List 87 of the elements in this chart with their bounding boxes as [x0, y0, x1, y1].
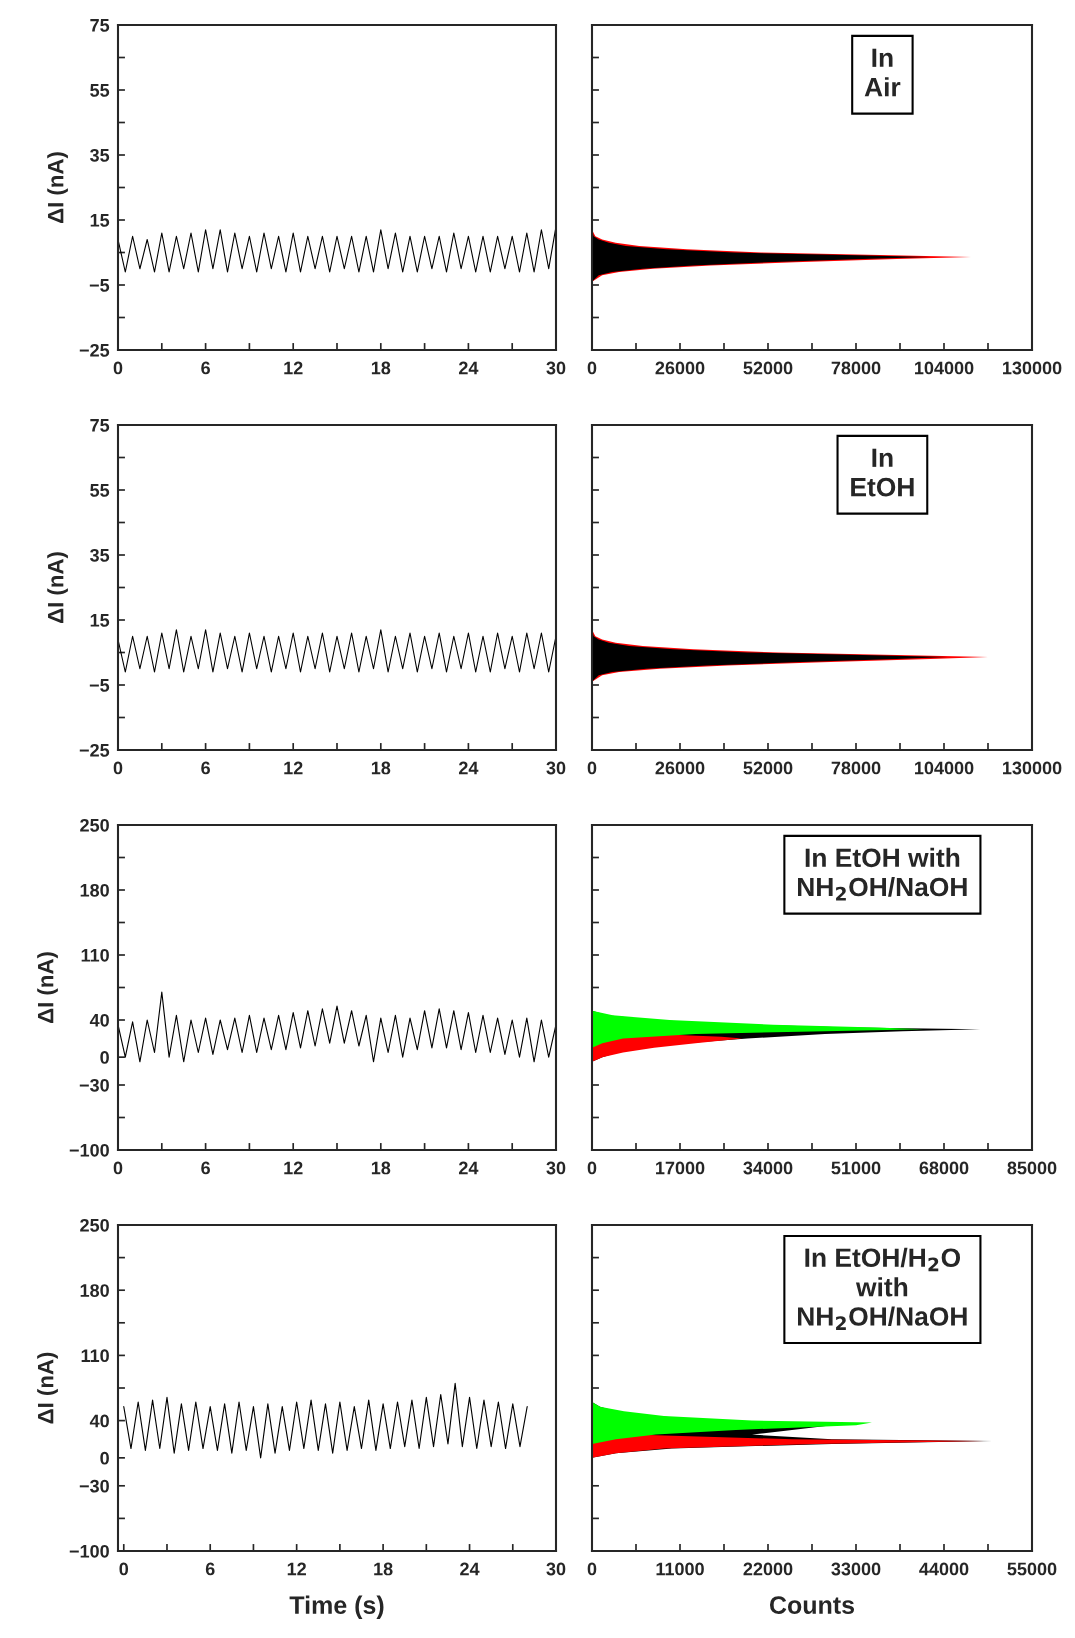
x-tick-label: 44000 — [919, 1562, 969, 1576]
x-tick-label: 0 — [587, 1562, 597, 1576]
annotation: In Air — [864, 48, 901, 97]
x-tick-label: 55000 — [1007, 1562, 1057, 1576]
x-tick-label: 17000 — [656, 1161, 705, 1175]
y-axis-title: ΔI (nA) — [47, 152, 68, 223]
x-tick-label: 11000 — [656, 1562, 704, 1576]
x-tick-label: 24 — [458, 361, 479, 375]
y-tick-label: 250 — [80, 818, 109, 832]
x-tick-label: 22000 — [743, 1562, 793, 1576]
y-tick-label: 180 — [80, 1284, 109, 1297]
x-tick-label: 12 — [284, 1161, 303, 1175]
y-axis-title: ΔI (nA) — [37, 952, 58, 1023]
y-tick-label: −25 — [79, 743, 110, 757]
x-tick-label: 6 — [205, 1562, 215, 1576]
y-tick-label: −100 — [69, 1544, 109, 1558]
x-tick-label: 0 — [119, 1562, 129, 1576]
x-tick-label: 6 — [201, 361, 210, 375]
y-tick-label: 55 — [90, 84, 110, 97]
x-tick-label: 30 — [546, 761, 566, 775]
y-tick-label: 15 — [90, 614, 110, 627]
x-tick-label: 12 — [287, 1562, 306, 1576]
x-tick-label: 6 — [201, 761, 210, 775]
x-tick-label: 26000 — [655, 361, 705, 375]
y-tick-label: 250 — [80, 1218, 109, 1232]
x-tick-label: 52000 — [743, 361, 793, 375]
x-tick-label: 24 — [458, 761, 479, 775]
y-tick-label: 110 — [81, 1349, 109, 1363]
y-tick-label: 35 — [90, 548, 110, 562]
x-tick-label: 12 — [284, 761, 303, 775]
y-tick-label: 0 — [100, 1451, 109, 1465]
annotation: In EtOH — [851, 448, 914, 497]
x-tick-label: 78000 — [831, 761, 881, 775]
y-tick-label: 55 — [90, 484, 110, 497]
y-tick-label: 75 — [90, 19, 110, 32]
y-tick-label: −5 — [89, 679, 110, 692]
line-series — [123, 1382, 528, 1459]
annotation: In EtOH with NH$_{2}$OH/NaOH — [798, 847, 967, 901]
x-tick-label: 18 — [371, 761, 391, 775]
x-tick-label: 24 — [458, 1161, 479, 1175]
x-tick-label: 30 — [546, 361, 566, 375]
y-tick-label: 75 — [90, 419, 110, 432]
x-tick-label: 130000 — [1003, 761, 1062, 775]
y-tick-label: −25 — [79, 343, 110, 357]
y-axis-title: ΔI (nA) — [47, 552, 68, 623]
y-tick-label: 0 — [100, 1051, 109, 1064]
x-tick-label: 18 — [371, 1161, 391, 1175]
x-tick-label: 26000 — [655, 761, 705, 775]
x-tick-label: 0 — [587, 761, 597, 775]
line-series — [118, 991, 556, 1063]
x-tick-label: 30 — [546, 1161, 566, 1175]
x-tick-label: 0 — [587, 1161, 597, 1175]
x-tick-label: 78000 — [831, 361, 881, 375]
x-tick-label: 51000 — [831, 1161, 881, 1175]
y-tick-label: 110 — [81, 948, 109, 962]
x-axis-title: Time (s) — [289, 1595, 384, 1619]
x-tick-label: 85000 — [1007, 1161, 1057, 1175]
x-tick-label: 130000 — [1003, 361, 1062, 375]
x-axis-title: Counts — [769, 1596, 855, 1614]
x-tick-label: 18 — [371, 361, 391, 375]
x-tick-label: 0 — [587, 361, 597, 375]
x-tick-label: 104000 — [915, 761, 974, 775]
x-tick-label: 34000 — [743, 1161, 793, 1175]
x-tick-label: 0 — [113, 361, 123, 375]
y-tick-label: 180 — [80, 883, 109, 897]
y-tick-label: −30 — [79, 1078, 109, 1092]
y-tick-label: 35 — [90, 148, 110, 162]
text: In EtOH/H$_{2}$O with NH$_{2}$OH/NaOH — [798, 1247, 967, 1330]
y-tick-label: 15 — [90, 214, 110, 227]
y-tick-label: 40 — [89, 1414, 109, 1428]
x-tick-label: 30 — [546, 1562, 566, 1576]
y-tick-label: −30 — [79, 1479, 109, 1493]
y-tick-label: −100 — [69, 1143, 109, 1157]
y-tick-label: 40 — [89, 1013, 109, 1027]
x-tick-label: 33000 — [831, 1562, 881, 1576]
y-tick-label: −5 — [89, 279, 110, 292]
x-tick-label: 0 — [113, 761, 123, 775]
x-tick-label: 18 — [374, 1562, 393, 1576]
y-axis-title: ΔI (nA) — [37, 1352, 58, 1424]
x-tick-label: 104000 — [915, 361, 974, 375]
x-tick-label: 24 — [460, 1562, 480, 1576]
x-tick-label: 0 — [113, 1161, 123, 1175]
line-series — [118, 629, 556, 673]
x-tick-label: 68000 — [919, 1161, 969, 1175]
x-tick-label: 52000 — [743, 761, 793, 775]
x-tick-label: 12 — [284, 361, 303, 375]
x-tick-label: 6 — [201, 1161, 210, 1175]
